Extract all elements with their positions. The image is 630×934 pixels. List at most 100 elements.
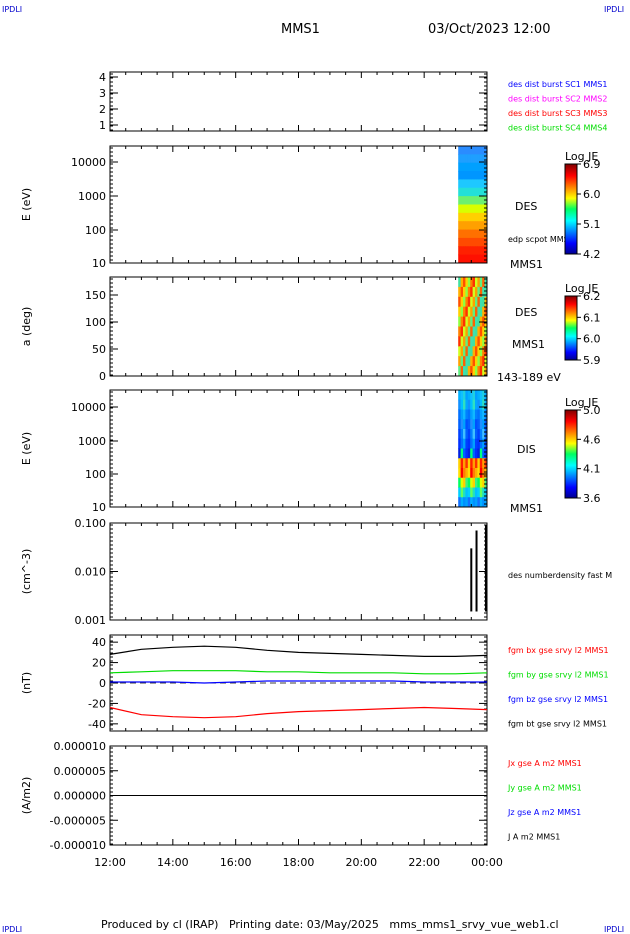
des-pitch-heatmap-cell <box>479 306 483 318</box>
des-pitch-heatmap-cell <box>458 336 462 347</box>
des-energy-heatmap-cell <box>470 237 474 247</box>
des-energy-heatmap-cell <box>477 146 481 155</box>
dis-energy-heatmap-cell <box>467 438 471 449</box>
des-pitch-heatmap-cell <box>472 346 476 357</box>
des-pitch-heatmap-cell <box>465 306 469 318</box>
dis-energy-heatmap-cell <box>458 458 462 469</box>
dis-energy-heatmap-cell <box>472 409 476 420</box>
des-pitch-heatmap-cell <box>479 277 483 288</box>
des-pitch-heatmap-cell <box>484 336 488 347</box>
des-energy-heatmap-cell <box>475 171 478 180</box>
pitch-ylabel: a (deg) <box>20 307 33 347</box>
des-energy-heatmap-cell <box>467 246 471 256</box>
time-tick-label: 12:00 <box>94 856 126 869</box>
des-pitch-heatmap-cell <box>482 306 486 318</box>
bfield-legend-3: fgm bz gse srvy l2 MMS1 <box>508 695 608 704</box>
des-pitch-heatmap-cell <box>482 366 486 377</box>
des-pitch-heatmap-cell <box>484 277 488 288</box>
des-pitch-heatmap-cell <box>475 277 478 288</box>
dis-energy-heatmap-cell <box>479 390 483 401</box>
des-energy-heatmap-cell <box>477 179 481 189</box>
dis-energy-heatmap-cell <box>479 409 483 420</box>
des-energy-heatmap-cell <box>484 246 488 256</box>
des-pitch-heatmap-cell <box>460 316 464 327</box>
dis-energy-heatmap-cell <box>479 458 483 469</box>
des-pitch-heatmap-cell <box>482 336 486 347</box>
des-energy-heatmap-cell <box>472 146 476 155</box>
y-tick-label: -40 <box>88 718 106 731</box>
des-pitch-heatmap-cell <box>479 336 483 347</box>
des-energy-heatmap-cell <box>467 254 471 264</box>
des-energy-heatmap-cell <box>467 204 471 214</box>
des-pitch-heatmap-cell <box>460 306 464 318</box>
dis-energy-heatmap-cell <box>470 468 474 479</box>
dis-energy-heatmap-cell <box>458 448 462 459</box>
dis-energy-heatmap-cell <box>477 487 481 498</box>
dis-energy-colorbar-tick-label: 3.6 <box>583 492 601 505</box>
des-pitch-heatmap-cell <box>475 306 478 318</box>
des-pitch-heatmap-cell <box>467 316 471 327</box>
des-energy-heatmap-cell <box>465 204 469 214</box>
dis-energy-heatmap-cell <box>475 419 478 430</box>
des-pitch-heatmap-cell <box>470 346 474 357</box>
des-energy-heatmap-cell <box>484 237 488 247</box>
des-pitch-heatmap-cell <box>463 306 466 318</box>
des-pitch-heatmap-cell <box>465 286 469 298</box>
dis-energy-heatmap-cell <box>484 468 488 479</box>
des-pitch-heatmap-cell <box>467 277 471 288</box>
dis-energy-heatmap-cell <box>482 497 486 508</box>
des-pitch-heatmap-cell <box>460 346 464 357</box>
des-energy-heatmap-cell <box>460 179 464 189</box>
dis-energy-heatmap-cell <box>482 399 486 410</box>
des-energy-heatmap-cell <box>472 204 476 214</box>
des-pitch-colorbar <box>564 295 578 361</box>
des-energy-heatmap-cell <box>482 204 486 214</box>
dis-energy-heatmap-cell <box>460 419 464 430</box>
des-energy-heatmap-cell <box>475 204 478 214</box>
bfield-series-4 <box>109 645 488 658</box>
dis-energy-ylabel: E (eV) <box>20 432 33 465</box>
des-energy-heatmap-cell <box>467 229 471 239</box>
dis-energy-heatmap-cell <box>470 477 474 488</box>
dis-energy-heatmap-cell <box>465 487 469 498</box>
dis-energy-heatmap-cell <box>484 448 488 459</box>
des-energy-colorbar-title: Log JE <box>565 150 598 163</box>
des-energy-heatmap-cell <box>458 196 462 205</box>
dis-energy-heatmap-cell <box>470 429 474 440</box>
bfield-legend-4: fgm bt gse srvy l2 MMS1 <box>508 720 607 729</box>
des-pitch-heatmap-cell <box>472 277 476 288</box>
des-pitch-heatmap-cell <box>465 296 469 308</box>
y-tick-label: 0.000010 <box>54 740 107 753</box>
des-energy-heatmap-cell <box>470 254 474 264</box>
dis-energy-heatmap-cell <box>477 419 481 430</box>
panel-frame-3 <box>109 389 488 508</box>
des-pitch-heatmap-cell <box>458 366 462 377</box>
des-energy-heatmap-cell <box>484 229 488 239</box>
des-energy-heatmap-cell <box>467 237 471 247</box>
des-energy-heatmap-cell <box>470 229 474 239</box>
des-energy-heatmap-cell <box>475 212 478 222</box>
y-tick-label: 0.010 <box>75 566 107 579</box>
dis-energy-heatmap-cell <box>482 438 486 449</box>
dis-energy-heatmap-cell <box>470 497 474 508</box>
des-pitch-heatmap-cell <box>467 326 471 337</box>
des-energy-heatmap-cell <box>460 187 464 197</box>
y-tick-label: 0 <box>99 370 106 383</box>
des-energy-heatmap-cell <box>475 146 478 155</box>
dis-energy-heatmap-cell <box>482 390 486 401</box>
dis-energy-heatmap-cell <box>472 429 476 440</box>
dis-energy-heatmap-cell <box>477 497 481 508</box>
dis-energy-heatmap-cell <box>475 429 478 440</box>
corner-mark-top-right: IPDLI <box>604 5 625 14</box>
des-pitch-heatmap-cell <box>467 366 471 377</box>
des-pitch-heatmap-cell <box>465 366 469 377</box>
des-pitch-heatmap-cell <box>472 366 476 377</box>
des-pitch-heatmap-cell <box>458 316 462 327</box>
dis-energy-heatmap-cell <box>477 477 481 488</box>
des-pitch-heatmap-cell <box>482 277 486 288</box>
des-pitch-heatmap-cell <box>463 346 466 357</box>
des-energy-heatmap-cell <box>458 254 462 264</box>
des-energy-heatmap-cell <box>458 187 462 197</box>
des-pitch-heatmap-cell <box>467 286 471 298</box>
